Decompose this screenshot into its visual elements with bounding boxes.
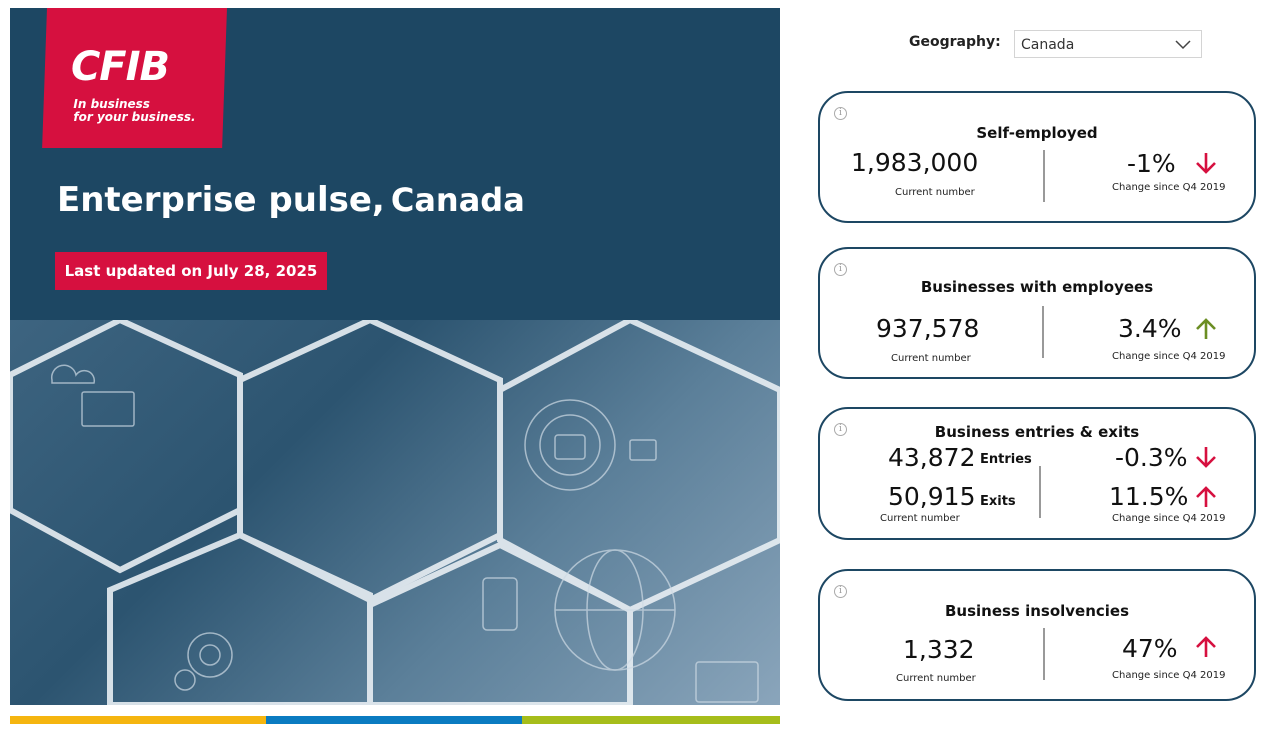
card-divider xyxy=(1043,628,1045,680)
chevron-down-icon xyxy=(1175,40,1191,50)
change-caption: Change since Q4 2019 xyxy=(1112,351,1226,362)
info-icon[interactable]: i xyxy=(834,263,847,276)
color-bar-yellow xyxy=(10,716,266,724)
current-caption: Current number xyxy=(896,673,976,684)
info-icon[interactable]: i xyxy=(834,423,847,436)
card-divider xyxy=(1042,306,1044,358)
change-value: 47% xyxy=(1122,634,1178,663)
change-value: -1% xyxy=(1127,149,1176,178)
geography-select[interactable]: Canada xyxy=(1014,30,1202,58)
exits-change-value: 11.5% xyxy=(1109,482,1189,511)
logo-tagline-line2: for your business. xyxy=(73,110,196,124)
card-self-employed: i Self-employed 1,983,000 Current number… xyxy=(818,91,1256,223)
current-value: 1,983,000 xyxy=(851,148,979,177)
arrow-down-icon xyxy=(1196,447,1216,468)
change-caption: Change since Q4 2019 xyxy=(1112,513,1226,524)
entries-change-value: -0.3% xyxy=(1115,443,1188,472)
page-title-geography: Canada xyxy=(390,181,525,219)
card-title: Businesses with employees xyxy=(920,278,1154,296)
card-title: Self-employed xyxy=(976,124,1098,142)
hero-image xyxy=(10,320,780,705)
arrow-up-icon xyxy=(1196,318,1216,339)
geography-select-value: Canada xyxy=(1021,37,1075,53)
card-business-insolvencies: i Business insolvencies 1,332 Current nu… xyxy=(818,569,1256,701)
card-business-entries-exits: i Business entries & exits 43,872 Entrie… xyxy=(818,407,1256,540)
hexagon-tech-illustration xyxy=(10,320,780,705)
change-caption: Change since Q4 2019 xyxy=(1112,670,1226,681)
exits-value: 50,915 xyxy=(888,482,976,511)
current-caption: Current number xyxy=(880,513,960,524)
card-divider xyxy=(1039,466,1041,518)
hero-banner: CFIB In business for your business. Ente… xyxy=(10,8,780,705)
card-title: Business insolvencies xyxy=(944,602,1130,620)
change-caption: Change since Q4 2019 xyxy=(1112,182,1226,193)
current-value: 937,578 xyxy=(876,314,980,343)
cfib-logo: CFIB In business for your business. xyxy=(42,8,228,148)
exits-label: Exits xyxy=(980,494,1016,509)
change-value: 3.4% xyxy=(1118,314,1182,343)
geography-label: Geography: xyxy=(909,34,1001,50)
current-caption: Current number xyxy=(891,353,971,364)
logo-tagline: In business for your business. xyxy=(73,97,196,124)
arrow-up-icon xyxy=(1196,486,1216,507)
info-icon[interactable]: i xyxy=(834,585,847,598)
page-title: Enterprise pulse, Canada xyxy=(57,180,525,220)
entries-label: Entries xyxy=(980,452,1032,467)
card-title: Business entries & exits xyxy=(934,423,1140,441)
current-caption: Current number xyxy=(895,187,975,198)
color-bar-blue xyxy=(266,716,522,724)
color-bar-green xyxy=(522,716,780,724)
arrow-up-icon xyxy=(1196,636,1216,657)
arrow-down-icon xyxy=(1196,153,1216,174)
card-divider xyxy=(1043,150,1045,202)
logo-wordmark: CFIB xyxy=(70,44,170,90)
card-businesses-with-employees: i Businesses with employees 937,578 Curr… xyxy=(818,247,1256,379)
last-updated-badge: Last updated on July 28, 2025 xyxy=(55,252,327,290)
current-value: 1,332 xyxy=(903,635,975,664)
info-icon[interactable]: i xyxy=(834,107,847,120)
page-title-text: Enterprise pulse, xyxy=(57,180,385,220)
entries-value: 43,872 xyxy=(888,443,976,472)
